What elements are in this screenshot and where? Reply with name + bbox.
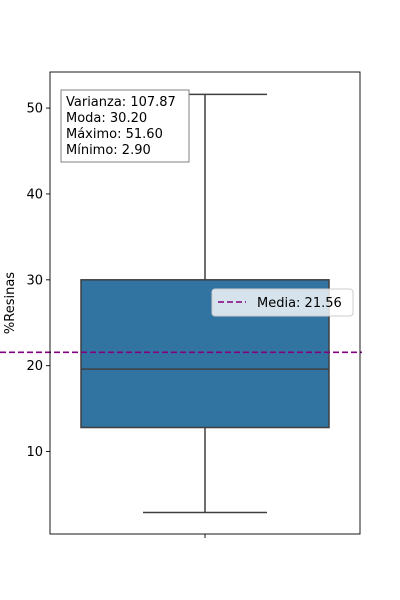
stats-minimo: Mínimo: 2.90 xyxy=(66,143,151,158)
y-tick-label: 50 xyxy=(26,102,43,117)
y-tick-label: 40 xyxy=(26,187,43,202)
y-tick-label: 10 xyxy=(26,445,43,460)
legend-mean-label: Media: 21.56 xyxy=(257,296,342,311)
legend-frame xyxy=(211,288,354,317)
stats-maximo: Máximo: 51.60 xyxy=(66,127,163,142)
stats-varianza: Varianza: 107.87 xyxy=(66,95,176,110)
y-axis-label: %Resinas xyxy=(3,272,18,334)
y-tick-label: 20 xyxy=(26,359,43,374)
stats-moda: Moda: 30.20 xyxy=(66,111,147,126)
stats-box: Varianza: 107.87 Moda: 30.20 Máximo: 51.… xyxy=(60,89,190,163)
stats-box-frame xyxy=(60,89,190,163)
y-tick-label: 30 xyxy=(26,273,43,288)
legend: Media: 21.56 xyxy=(211,288,354,317)
